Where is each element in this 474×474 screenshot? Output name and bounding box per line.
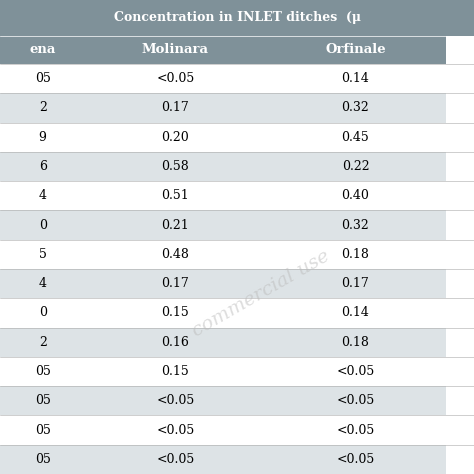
FancyBboxPatch shape <box>85 415 265 445</box>
FancyBboxPatch shape <box>0 152 85 181</box>
Text: <0.05: <0.05 <box>156 394 194 407</box>
Text: ena: ena <box>29 43 56 56</box>
FancyBboxPatch shape <box>0 210 85 240</box>
FancyBboxPatch shape <box>265 386 446 415</box>
Text: 0.32: 0.32 <box>342 101 369 114</box>
Text: <0.05: <0.05 <box>337 394 374 407</box>
FancyBboxPatch shape <box>0 415 85 445</box>
FancyBboxPatch shape <box>85 328 265 357</box>
Text: 6: 6 <box>39 160 46 173</box>
Text: 0.17: 0.17 <box>342 277 369 290</box>
FancyBboxPatch shape <box>265 181 446 210</box>
FancyBboxPatch shape <box>265 328 446 357</box>
FancyBboxPatch shape <box>265 240 446 269</box>
FancyBboxPatch shape <box>265 93 446 123</box>
FancyBboxPatch shape <box>0 123 85 152</box>
FancyBboxPatch shape <box>265 123 446 152</box>
FancyBboxPatch shape <box>85 210 265 240</box>
Text: 0.17: 0.17 <box>162 277 189 290</box>
FancyBboxPatch shape <box>0 269 85 298</box>
FancyBboxPatch shape <box>0 445 85 474</box>
Text: 0.14: 0.14 <box>342 72 369 85</box>
Text: <0.05: <0.05 <box>337 453 374 466</box>
Text: 0.15: 0.15 <box>162 306 189 319</box>
FancyBboxPatch shape <box>0 36 85 64</box>
Text: commercial use: commercial use <box>189 247 333 341</box>
FancyBboxPatch shape <box>265 298 446 328</box>
Text: 05: 05 <box>35 424 51 437</box>
FancyBboxPatch shape <box>85 93 265 123</box>
Text: <0.05: <0.05 <box>337 424 374 437</box>
Text: 5: 5 <box>39 248 46 261</box>
Text: 0.22: 0.22 <box>342 160 369 173</box>
Text: 0.20: 0.20 <box>162 131 189 144</box>
Text: 0.32: 0.32 <box>342 219 369 232</box>
FancyBboxPatch shape <box>265 36 446 64</box>
FancyBboxPatch shape <box>85 298 265 328</box>
Text: 05: 05 <box>35 453 51 466</box>
Text: 0.15: 0.15 <box>162 365 189 378</box>
FancyBboxPatch shape <box>85 152 265 181</box>
Text: 9: 9 <box>39 131 46 144</box>
FancyBboxPatch shape <box>0 240 85 269</box>
Text: Molinara: Molinara <box>142 43 209 56</box>
Text: 0.17: 0.17 <box>162 101 189 114</box>
FancyBboxPatch shape <box>265 415 446 445</box>
Text: 05: 05 <box>35 365 51 378</box>
FancyBboxPatch shape <box>0 181 85 210</box>
FancyBboxPatch shape <box>0 328 85 357</box>
Text: <0.05: <0.05 <box>337 365 374 378</box>
Text: <0.05: <0.05 <box>156 424 194 437</box>
Text: 05: 05 <box>35 72 51 85</box>
Text: 0.58: 0.58 <box>162 160 189 173</box>
Text: Concentration in INLET ditches  (μ: Concentration in INLET ditches (μ <box>113 11 361 24</box>
FancyBboxPatch shape <box>265 269 446 298</box>
FancyBboxPatch shape <box>85 123 265 152</box>
FancyBboxPatch shape <box>85 240 265 269</box>
Text: 4: 4 <box>39 277 46 290</box>
FancyBboxPatch shape <box>265 64 446 93</box>
FancyBboxPatch shape <box>0 93 85 123</box>
Text: 0.16: 0.16 <box>162 336 189 349</box>
Text: Orfinale: Orfinale <box>325 43 386 56</box>
FancyBboxPatch shape <box>0 0 474 36</box>
FancyBboxPatch shape <box>85 181 265 210</box>
FancyBboxPatch shape <box>265 210 446 240</box>
FancyBboxPatch shape <box>85 269 265 298</box>
Text: 0.18: 0.18 <box>342 336 369 349</box>
Text: 0.40: 0.40 <box>342 189 369 202</box>
Text: 4: 4 <box>39 189 46 202</box>
FancyBboxPatch shape <box>0 357 85 386</box>
Text: 0.21: 0.21 <box>162 219 189 232</box>
FancyBboxPatch shape <box>85 445 265 474</box>
FancyBboxPatch shape <box>85 386 265 415</box>
FancyBboxPatch shape <box>85 36 265 64</box>
FancyBboxPatch shape <box>0 298 85 328</box>
Text: <0.05: <0.05 <box>156 453 194 466</box>
Text: 0.18: 0.18 <box>342 248 369 261</box>
FancyBboxPatch shape <box>0 64 85 93</box>
FancyBboxPatch shape <box>0 386 85 415</box>
Text: 0.45: 0.45 <box>342 131 369 144</box>
Text: 0.48: 0.48 <box>162 248 189 261</box>
FancyBboxPatch shape <box>265 357 446 386</box>
Text: <0.05: <0.05 <box>156 72 194 85</box>
FancyBboxPatch shape <box>85 357 265 386</box>
Text: 0: 0 <box>39 306 46 319</box>
FancyBboxPatch shape <box>265 445 446 474</box>
Text: 0.51: 0.51 <box>162 189 189 202</box>
Text: 05: 05 <box>35 394 51 407</box>
FancyBboxPatch shape <box>85 64 265 93</box>
Text: 0.14: 0.14 <box>342 306 369 319</box>
Text: 2: 2 <box>39 336 46 349</box>
Text: 0: 0 <box>39 219 46 232</box>
FancyBboxPatch shape <box>265 152 446 181</box>
Text: 2: 2 <box>39 101 46 114</box>
